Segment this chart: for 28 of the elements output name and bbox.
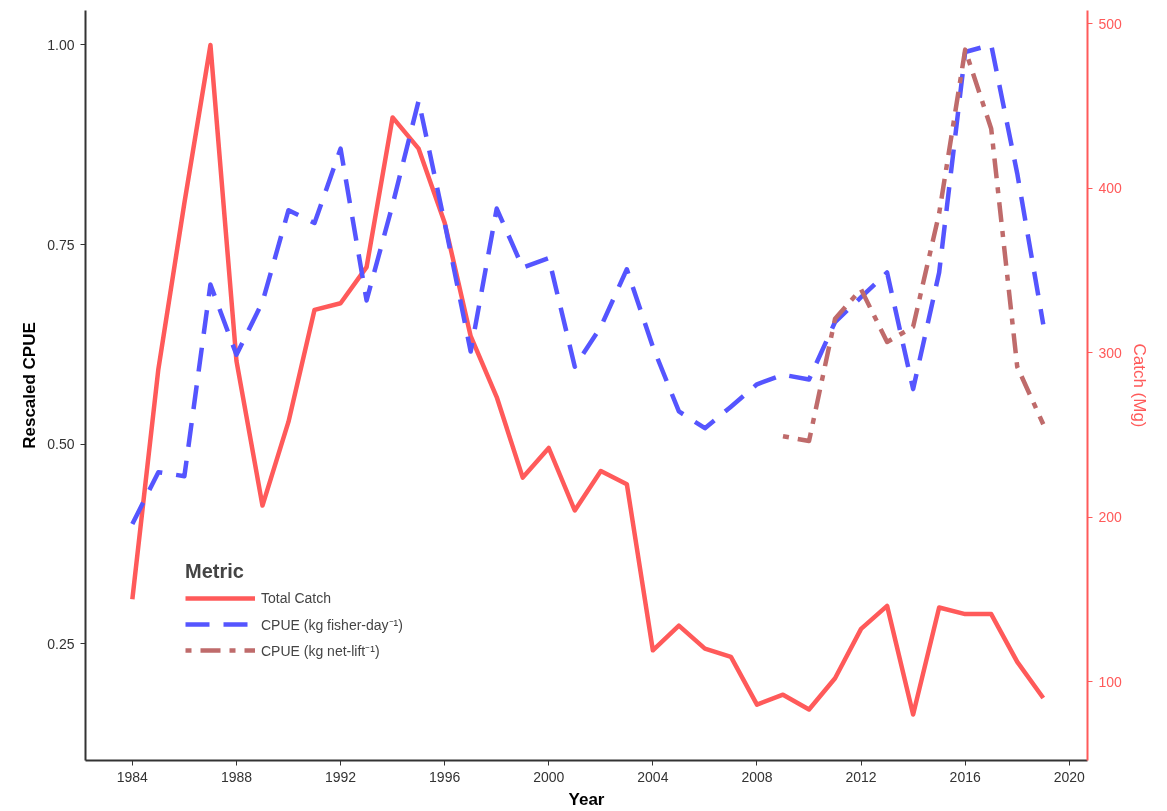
y-tick-label: 0.75	[47, 236, 75, 253]
x-tick-label: 2020	[1053, 768, 1086, 785]
y-tick-label: 0.50	[47, 436, 75, 453]
y2-tick-label: 300	[1098, 344, 1123, 361]
y-tick-label: 1.00	[47, 36, 75, 53]
legend-title: Metric	[185, 560, 245, 583]
x-tick-label: 1984	[116, 768, 149, 785]
x-tick-label: 2016	[949, 768, 981, 785]
x-tick-label: 2008	[741, 768, 773, 785]
x-tick-label: 1988	[220, 768, 253, 785]
legend-label: Total Catch	[261, 590, 332, 606]
x-tick-label: 1996	[429, 768, 461, 785]
y-tick-label: 0.25	[47, 635, 75, 652]
legend-label: CPUE (kg net-lift⁻¹)	[261, 641, 380, 660]
y2-axis-title: Catch (Mg)	[1129, 343, 1149, 428]
legend-label: CPUE (kg fisher-day⁻¹)	[261, 615, 403, 634]
y2-tick-label: 400	[1098, 180, 1123, 197]
line-series	[130, 42, 1046, 717]
y2-tick-label: 200	[1098, 509, 1123, 526]
x-tick-label: 2012	[845, 768, 877, 785]
x-tick-label: 1992	[324, 768, 357, 785]
x-axis-title: Year	[568, 789, 605, 809]
x-tick-label: 2000	[533, 768, 565, 785]
line-series	[780, 47, 1046, 444]
y2-tick-label: 500	[1098, 15, 1123, 32]
x-tick-label: 2004	[637, 768, 669, 785]
y-axis-title: Rescaled CPUE	[20, 322, 40, 449]
y2-tick-label: 100	[1098, 673, 1123, 690]
